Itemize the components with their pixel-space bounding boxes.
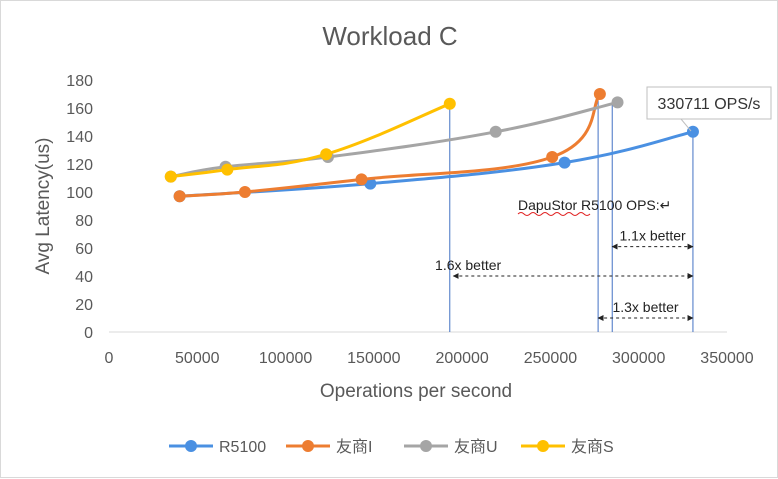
data-point xyxy=(221,163,234,176)
y-tick-label: 20 xyxy=(75,297,93,314)
data-point xyxy=(593,88,606,100)
series-1 xyxy=(173,88,606,203)
legend-swatch-dot xyxy=(420,440,432,452)
data-point xyxy=(320,148,333,161)
callout-text: 330711 OPS/s xyxy=(658,96,761,113)
legend-swatch-dot xyxy=(185,440,197,452)
annotations: DapuStor R5100 OPS:↵ 330711 OPS/s 1.1x b… xyxy=(435,86,772,321)
data-point xyxy=(443,97,456,110)
comparison-arrows: 1.1x better 1.6x better 1.3x better xyxy=(435,228,694,321)
comparison-label: 1.6x better xyxy=(435,257,501,273)
heading-underline xyxy=(517,212,591,216)
comparison-label: 1.3x better xyxy=(612,299,678,315)
data-point xyxy=(173,190,186,203)
y-tick-label: 80 xyxy=(75,213,93,230)
x-tick-label: 250000 xyxy=(524,350,577,367)
y-tick-label: 140 xyxy=(66,129,93,146)
data-point xyxy=(238,186,251,198)
comparison-label: 1.1x better xyxy=(620,228,686,244)
data-point xyxy=(164,170,177,183)
x-tick-label: 50000 xyxy=(175,350,220,367)
series-line xyxy=(169,102,452,179)
y-tick-label: 0 xyxy=(84,325,93,342)
series-group xyxy=(164,88,699,203)
chart-title: Workload C xyxy=(322,21,457,51)
y-tick-label: 40 xyxy=(75,269,93,286)
y-tick-label: 100 xyxy=(66,185,93,202)
legend-item: 友商S xyxy=(521,438,614,456)
data-point xyxy=(558,156,571,169)
legend-item: R5100 xyxy=(169,439,266,456)
legend: R5100 友商I 友商U 友商S xyxy=(169,438,614,456)
y-axis-label: Avg Latency(us) xyxy=(33,138,54,275)
legend-swatch-dot xyxy=(537,440,549,452)
x-axis-label: Operations per second xyxy=(320,381,512,402)
legend-swatch-dot xyxy=(302,440,314,452)
legend-label: 友商S xyxy=(571,438,614,456)
y-tick-label: 60 xyxy=(75,241,93,258)
x-tick-label: 100000 xyxy=(259,350,312,367)
legend-label: 友商I xyxy=(336,438,372,456)
callout-box: 330711 OPS/s xyxy=(646,86,772,132)
x-tick-label: 200000 xyxy=(435,350,488,367)
series-line xyxy=(178,92,602,198)
x-tick-label: 150000 xyxy=(347,350,400,367)
x-tick-label: 0 xyxy=(105,350,114,367)
legend-item: 友商U xyxy=(404,438,498,456)
y-tick-label: 120 xyxy=(66,157,93,174)
series-3 xyxy=(164,97,456,183)
x-tick-label: 350000 xyxy=(700,350,753,367)
r5100-ops-heading: DapuStor R5100 OPS:↵ xyxy=(518,197,671,213)
y-tick-label: 180 xyxy=(66,73,93,90)
vertical-markers xyxy=(449,97,694,332)
data-point xyxy=(489,125,502,138)
data-point xyxy=(546,151,559,163)
axes: 0 20 40 60 80 100 120 140 160 180 0 50000 100000 1500… xyxy=(33,73,754,402)
y-tick-label: 160 xyxy=(66,101,93,118)
legend-label: 友商U xyxy=(454,438,498,456)
data-point xyxy=(686,125,699,138)
legend-label: R5100 xyxy=(219,439,266,456)
data-point xyxy=(355,173,368,186)
legend-item: 友商I xyxy=(286,438,372,456)
x-tick-label: 300000 xyxy=(612,350,665,367)
data-point xyxy=(611,96,624,109)
